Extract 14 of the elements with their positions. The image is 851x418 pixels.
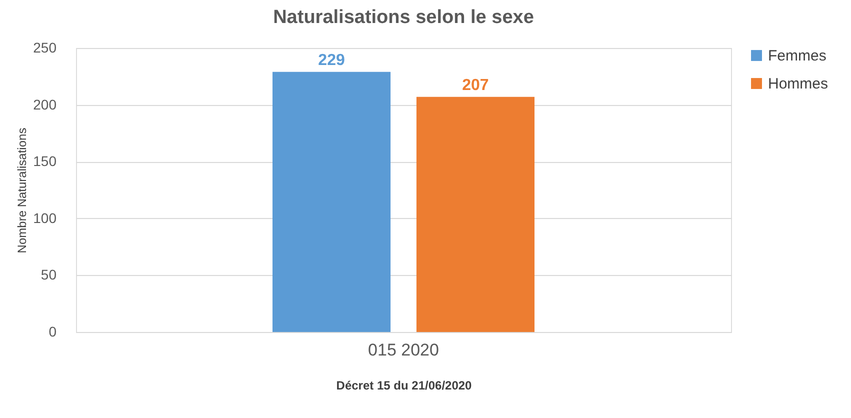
y-tick-label: 150 [33,153,57,170]
chart-title: Naturalisations selon le sexe [273,7,534,28]
y-tick-label: 200 [33,96,57,112]
x-axis-title: Décret 15 du 21/06/2020 [336,378,472,392]
legend-label: Femmes [768,48,826,64]
legend-label: Hommes [768,76,828,92]
data-label: 229 [318,52,345,69]
y-tick-label: 50 [40,266,57,283]
y-tick-label: 250 [33,40,57,56]
x-tick-label: 015 2020 [368,340,439,360]
y-tick-label: 100 [33,210,57,226]
y-tick-label: 0 [48,324,57,340]
y-axis-title: Nombre Naturalisations [15,128,30,254]
data-label: 207 [462,76,489,94]
